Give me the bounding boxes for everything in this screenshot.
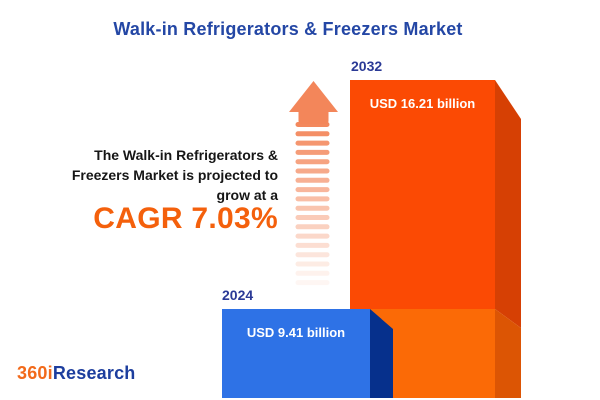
annotation-text: The Walk-in Refrigerators & Freezers Mar… [30, 145, 278, 205]
bar-2024-side [370, 309, 393, 398]
bar-2024-front [222, 309, 370, 398]
annotation-line-1: The Walk-in Refrigerators & [94, 147, 278, 163]
year-label-2032: 2032 [351, 58, 383, 74]
bar-2032-side-bottom [495, 309, 521, 398]
bar-2032-side-top [495, 80, 521, 328]
bar-value-2032: USD 16.21 billion [369, 96, 476, 111]
bar-value-2024: USD 9.41 billion [246, 325, 346, 340]
year-label-2024: 2024 [222, 287, 254, 303]
annotation-line-2: Freezers Market is projected to [71, 167, 278, 183]
brand-logo-suffix: Research [52, 363, 136, 383]
annotation-line-3: grow at a [216, 187, 278, 203]
page-title: Walk-in Refrigerators & Freezers Market [113, 19, 463, 39]
brand-logo-prefix: 360i [17, 363, 53, 383]
brand-logo: 360iResearch [17, 363, 136, 384]
growth-arrow-icon [289, 81, 338, 286]
cagr-value: CAGR 7.03% [93, 202, 278, 235]
bar-2032-front-top [350, 80, 495, 309]
